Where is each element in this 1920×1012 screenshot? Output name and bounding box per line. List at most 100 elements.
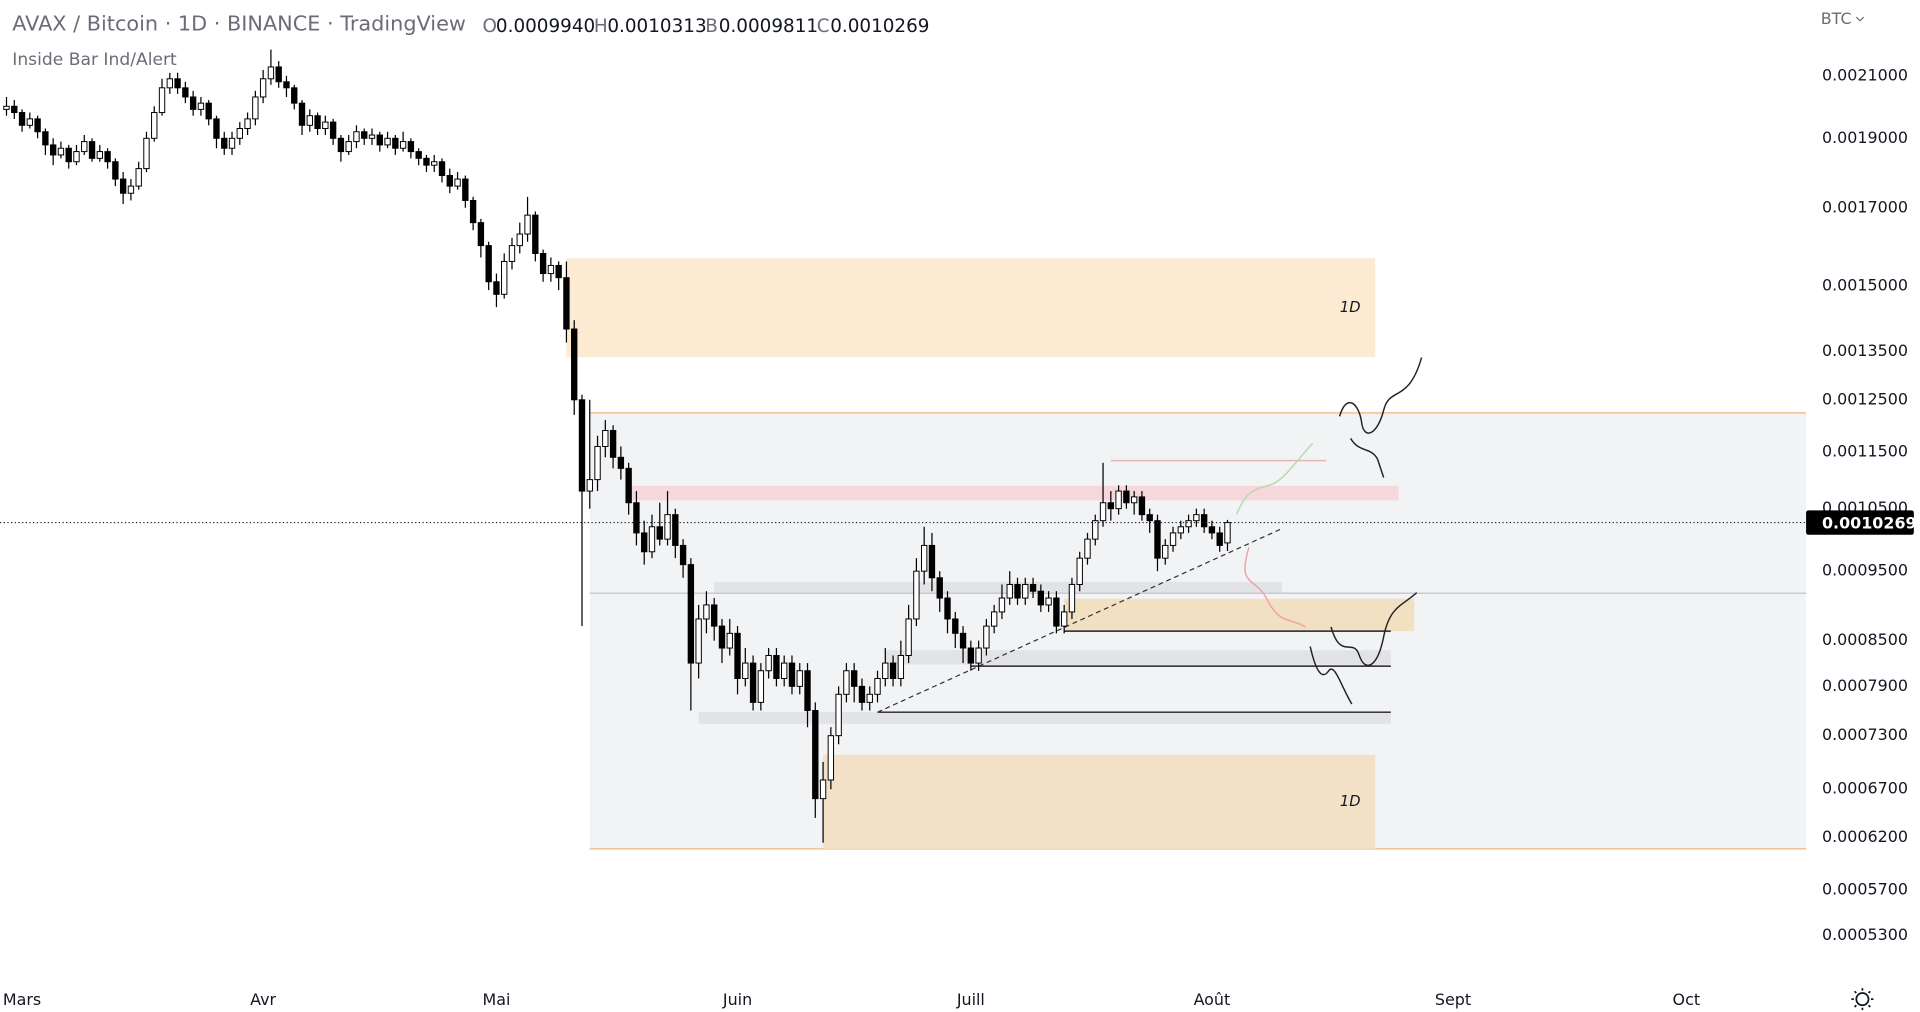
candle-body bbox=[858, 685, 866, 703]
zone-label: 1D bbox=[1340, 299, 1361, 316]
candle-body bbox=[306, 115, 313, 126]
candle-body bbox=[944, 597, 951, 620]
candle-body bbox=[749, 662, 757, 703]
zone bbox=[627, 485, 1399, 501]
candle-body bbox=[711, 604, 718, 627]
candle-body bbox=[1146, 514, 1153, 522]
candle-body bbox=[1006, 583, 1013, 599]
candle-body bbox=[672, 514, 679, 546]
x-tick-label: Avr bbox=[250, 990, 276, 1009]
candle-body bbox=[851, 670, 858, 687]
candle-body bbox=[119, 178, 127, 194]
currency-selector[interactable]: BTC bbox=[1821, 9, 1852, 28]
candle-body bbox=[73, 151, 80, 163]
candle-body bbox=[361, 131, 368, 139]
candle-body bbox=[143, 137, 150, 170]
candle-body bbox=[353, 131, 360, 143]
drawings bbox=[1236, 357, 1423, 705]
candle-body bbox=[221, 137, 228, 149]
x-tick-label: Oct bbox=[1673, 990, 1701, 1009]
candle-body bbox=[641, 532, 648, 553]
y-tick-label: 0.0015000 bbox=[1822, 275, 1908, 294]
zone bbox=[698, 712, 1391, 724]
candle-body bbox=[874, 678, 881, 695]
y-tick-label: 0.0021000 bbox=[1822, 65, 1908, 84]
candle-body bbox=[431, 161, 438, 166]
candle-body bbox=[26, 118, 34, 126]
y-tick-label: 0.0005700 bbox=[1822, 880, 1908, 899]
zone bbox=[566, 258, 1376, 358]
candle-body bbox=[843, 670, 850, 695]
candle-body bbox=[1130, 496, 1138, 504]
candle-body bbox=[462, 178, 469, 201]
settings-icon[interactable] bbox=[1851, 988, 1874, 1011]
candle-body bbox=[571, 328, 578, 401]
candle-body bbox=[1060, 611, 1068, 627]
candle-body bbox=[983, 625, 990, 649]
candle-body bbox=[1053, 597, 1060, 627]
candle-body bbox=[765, 655, 772, 672]
candle-body bbox=[998, 597, 1006, 613]
icon-part bbox=[1855, 992, 1870, 1007]
candle-body bbox=[563, 277, 570, 330]
x-tick-label: Mars bbox=[3, 990, 41, 1009]
y-tick-label: 0.0005300 bbox=[1822, 925, 1908, 944]
y-tick-label: 0.0013500 bbox=[1822, 341, 1908, 360]
candle-body bbox=[1177, 526, 1185, 534]
candle-body bbox=[205, 102, 212, 120]
y-tick-label: 0.0011500 bbox=[1822, 441, 1908, 460]
last-price-tag bbox=[1806, 510, 1914, 535]
candle-body bbox=[1208, 526, 1216, 534]
candle-body bbox=[112, 161, 119, 180]
candle-body bbox=[337, 137, 345, 153]
x-tick-label: Mai bbox=[482, 990, 510, 1009]
chart-title: AVAX / Bitcoin · 1D · BINANCE · TradingV… bbox=[12, 11, 466, 35]
candle-body bbox=[493, 281, 500, 295]
indicator-name: Inside Bar Ind/Alert bbox=[12, 50, 177, 70]
last-price-label: 0.0010269 bbox=[1822, 513, 1917, 532]
candle-body bbox=[1068, 583, 1076, 613]
candle-body bbox=[602, 430, 609, 447]
candle-body bbox=[664, 514, 671, 540]
candle-body bbox=[127, 185, 135, 194]
candle-body bbox=[11, 105, 18, 114]
x-tick-label: Juill bbox=[956, 990, 985, 1009]
y-tick-label: 0.0006700 bbox=[1822, 779, 1908, 798]
candle-body bbox=[555, 264, 562, 279]
candle-body bbox=[314, 115, 321, 130]
candle-body bbox=[516, 233, 523, 247]
candle-body bbox=[236, 128, 243, 139]
candle-body bbox=[283, 81, 290, 89]
candle-body bbox=[252, 96, 259, 120]
candle-body bbox=[617, 456, 625, 469]
candle-body bbox=[1169, 532, 1177, 546]
y-tick-label: 0.0007300 bbox=[1822, 725, 1908, 744]
candle-body bbox=[866, 693, 873, 703]
plot-area: 1D 1D bbox=[0, 49, 1807, 850]
candle-body bbox=[889, 662, 897, 679]
dropdown-icon[interactable] bbox=[1855, 16, 1865, 22]
projection-path bbox=[1244, 547, 1306, 628]
candle-body bbox=[742, 662, 749, 679]
candle-body bbox=[376, 134, 383, 146]
candle-body bbox=[345, 141, 352, 153]
candle-body bbox=[42, 131, 49, 146]
candle-body bbox=[1224, 522, 1231, 544]
candle-body bbox=[415, 151, 422, 159]
candle-body bbox=[594, 445, 601, 481]
icon-part bbox=[1851, 988, 1874, 1011]
candle-body bbox=[975, 647, 982, 664]
candle-body bbox=[835, 693, 842, 737]
candle-body bbox=[990, 611, 998, 627]
y-tick-label: 0.0009500 bbox=[1822, 561, 1908, 580]
candle-body bbox=[773, 655, 780, 679]
candle-body bbox=[1115, 490, 1122, 510]
candle-body bbox=[454, 178, 461, 187]
candle-body bbox=[151, 112, 158, 139]
candle-body bbox=[469, 199, 477, 224]
ohlc-key: B bbox=[705, 16, 718, 37]
candle-body bbox=[1185, 520, 1192, 528]
candle-body bbox=[1216, 532, 1223, 546]
candle-body bbox=[267, 66, 275, 80]
